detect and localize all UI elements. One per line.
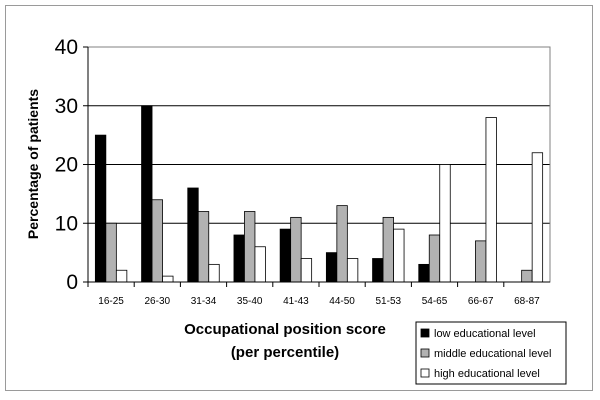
y-axis-ticks: 0 10 20 30 40 (55, 36, 88, 294)
bar (208, 263, 220, 283)
gridlines (88, 105, 550, 224)
bar (162, 275, 174, 283)
x-tick-label: 26-30 (145, 296, 171, 307)
bar (254, 246, 266, 283)
bar (151, 199, 163, 283)
x-axis-ticks: 16-25 26-30 31-34 35-40 41-43 44-50 51-53 54-65… (87, 282, 540, 307)
legend-label: high educational level (434, 368, 540, 380)
bar (336, 205, 348, 283)
bar (279, 228, 292, 283)
bar (428, 234, 441, 283)
legend-box (415, 321, 567, 385)
bar (475, 240, 487, 283)
x-tick-label: 31-34 (191, 296, 217, 307)
bar (233, 234, 245, 283)
legend-label: middle educational level (434, 348, 551, 360)
bar (187, 187, 199, 283)
bar (393, 228, 405, 283)
legend: low educational level middle educational … (415, 321, 567, 385)
bar (115, 269, 128, 283)
bars (94, 105, 544, 283)
x-tick-label: 68-87 (514, 296, 540, 307)
bar (485, 117, 497, 283)
y-tick-label: 20 (55, 154, 78, 177)
bar (372, 258, 384, 283)
x-axis-label-line-2: (per percentile) (231, 344, 339, 361)
legend-swatch (420, 328, 430, 338)
x-tick-label: 41-43 (283, 296, 309, 307)
chart-frame (5, 5, 593, 391)
legend-swatch (420, 368, 430, 378)
bar (418, 263, 430, 283)
x-tick-label: 54-65 (422, 296, 448, 307)
bar (244, 211, 256, 283)
bar (141, 105, 153, 283)
y-tick-label: 30 (55, 95, 78, 118)
bar (105, 222, 117, 283)
x-tick-label: 66-67 (468, 296, 494, 307)
y-tick-label: 0 (66, 271, 78, 294)
bar (300, 258, 313, 283)
bar (346, 258, 359, 283)
bar (382, 216, 394, 283)
x-tick-label: 44-50 (329, 296, 355, 307)
x-tick-label: 35-40 (237, 296, 263, 307)
y-axis-label: Percentage of patients (25, 89, 41, 239)
bar (531, 152, 544, 283)
bar (94, 134, 107, 283)
y-tick-label: 10 (55, 212, 78, 235)
bar (197, 211, 210, 283)
y-tick-label: 40 (55, 36, 78, 59)
x-tick-label: 16-25 (98, 296, 124, 307)
x-tick-label: 51-53 (376, 296, 402, 307)
x-axis-label-line-1: Occupational position score (184, 321, 386, 338)
legend-swatch (420, 348, 430, 358)
bar (521, 269, 533, 283)
bar (290, 216, 302, 283)
bar (439, 164, 451, 283)
legend-label: low educational level (434, 328, 536, 340)
bar (325, 252, 338, 283)
